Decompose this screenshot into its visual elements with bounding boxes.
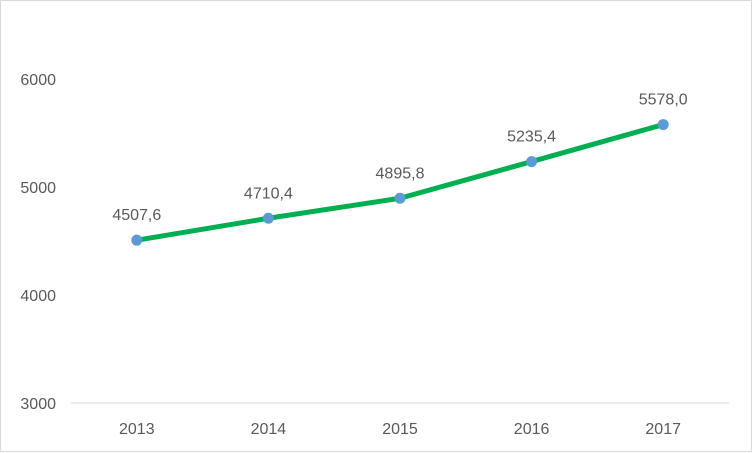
data-label: 4710,4: [244, 185, 293, 202]
y-tick-label: 5000: [20, 180, 56, 197]
y-tick-label: 4000: [20, 288, 56, 305]
data-point: [657, 119, 669, 131]
x-tick-label: 2016: [514, 421, 550, 438]
series-layer: 4507,6 4710,4 4895,8 5235,4 5578,0: [112, 92, 688, 246]
data-point: [526, 156, 538, 168]
x-axis-tick-labels: 2013 2014 2015 2016 2017: [119, 421, 681, 438]
series-line: [134, 122, 666, 243]
data-point: [394, 192, 406, 204]
data-label: 4507,6: [112, 207, 161, 224]
x-tick-label: 2015: [382, 421, 418, 438]
y-tick-label: 6000: [20, 72, 56, 89]
x-tick-label: 2014: [251, 421, 287, 438]
y-axis-tick-labels: 3000 4000 5000 6000: [20, 72, 56, 413]
x-tick-label: 2017: [645, 421, 681, 438]
data-label: 5578,0: [639, 92, 688, 109]
data-point: [131, 234, 143, 246]
data-point: [262, 212, 274, 224]
y-tick-label: 3000: [20, 396, 56, 413]
data-label: 5235,4: [507, 129, 556, 146]
data-label: 4895,8: [376, 165, 425, 182]
x-tick-label: 2013: [119, 421, 155, 438]
